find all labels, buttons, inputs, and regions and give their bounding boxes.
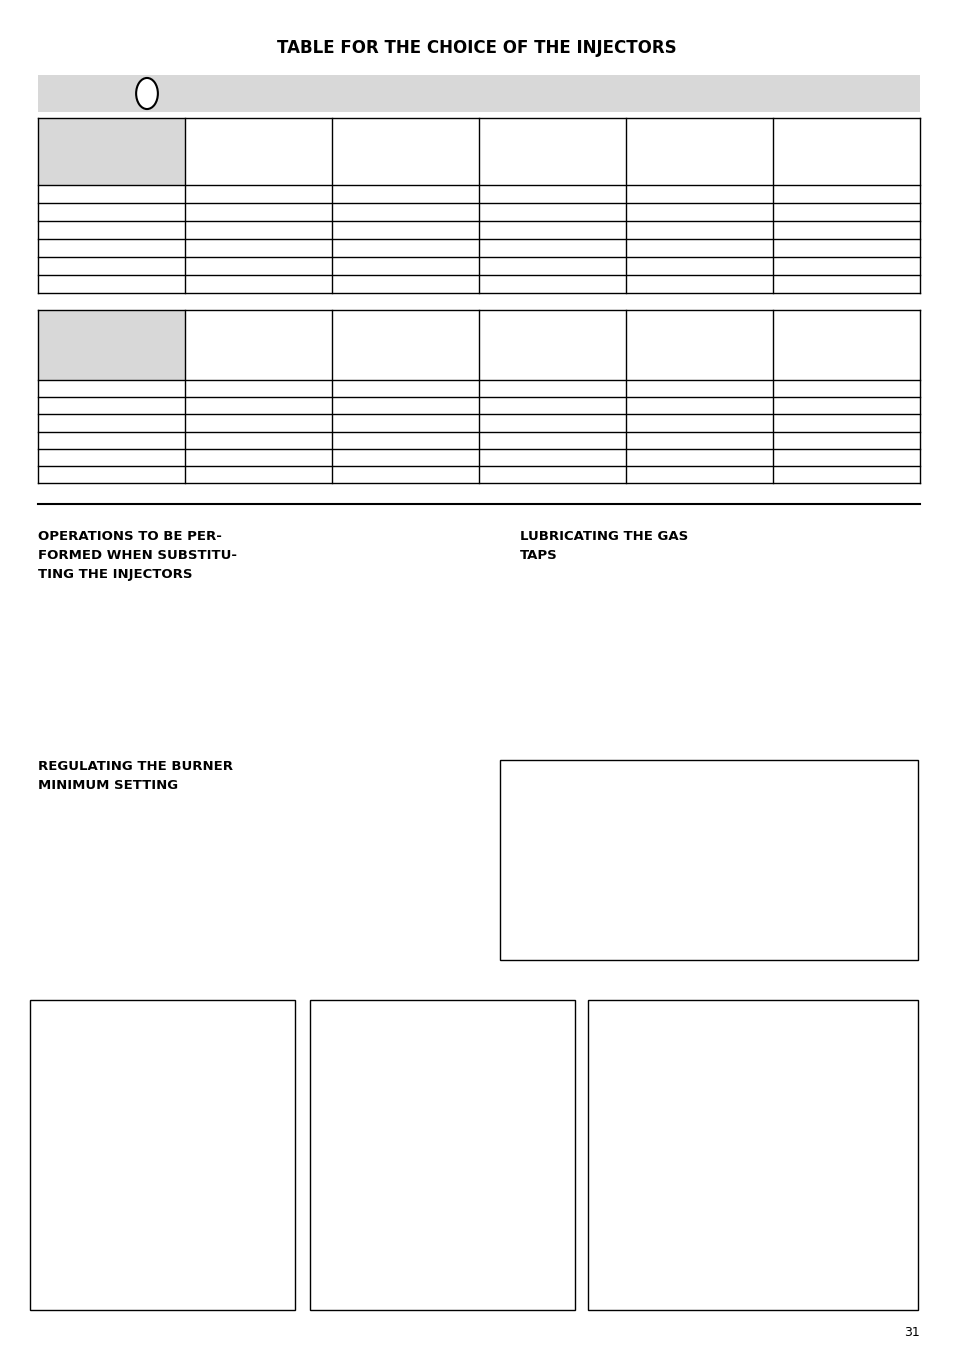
Ellipse shape (136, 78, 157, 109)
Text: OPERATIONS TO BE PER-
FORMED WHEN SUBSTITU-
TING THE INJECTORS: OPERATIONS TO BE PER- FORMED WHEN SUBSTI… (38, 530, 236, 581)
Bar (587, 1000, 917, 1310)
Bar (38, 118, 185, 185)
Text: REGULATING THE BURNER
MINIMUM SETTING: REGULATING THE BURNER MINIMUM SETTING (38, 761, 233, 792)
Bar (310, 1000, 575, 1310)
Text: 31: 31 (903, 1325, 919, 1339)
Text: LUBRICATING THE GAS
TAPS: LUBRICATING THE GAS TAPS (519, 530, 687, 562)
Bar (38, 309, 185, 380)
Bar (38, 76, 919, 112)
Bar (30, 1000, 294, 1310)
Bar (499, 761, 917, 961)
Text: TABLE FOR THE CHOICE OF THE INJECTORS: TABLE FOR THE CHOICE OF THE INJECTORS (277, 39, 676, 57)
